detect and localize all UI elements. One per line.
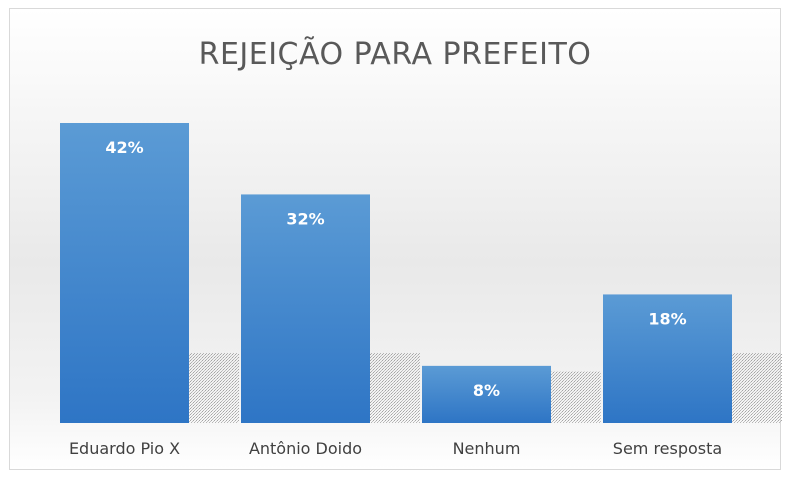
bar xyxy=(60,123,189,423)
data-label: 42% xyxy=(105,138,143,157)
bar xyxy=(241,194,370,423)
category-label: Nenhum xyxy=(453,439,521,458)
category-label: Sem resposta xyxy=(613,439,722,458)
plot-area: 42% 32% 8% 18% Eduardo Pio X Antônio Doido Ne… xyxy=(60,123,782,458)
category-label: Eduardo Pio X xyxy=(69,439,180,458)
chart-title: REJEIÇÃO PARA PREFEITO xyxy=(198,37,592,72)
category-label: Antônio Doido xyxy=(249,439,362,458)
data-label: 8% xyxy=(473,381,500,400)
bar xyxy=(603,294,732,423)
data-label: 32% xyxy=(286,209,324,228)
chart-area: REJEIÇÃO PARA PREFEITO 42% 32% 8% 18% Eduar… xyxy=(9,8,782,470)
data-label: 18% xyxy=(648,309,686,328)
bar-shadow xyxy=(370,353,420,423)
bar-shadow xyxy=(732,353,782,423)
bar-shadow xyxy=(551,371,601,423)
bar xyxy=(422,365,551,423)
bar-shadow xyxy=(189,353,239,423)
